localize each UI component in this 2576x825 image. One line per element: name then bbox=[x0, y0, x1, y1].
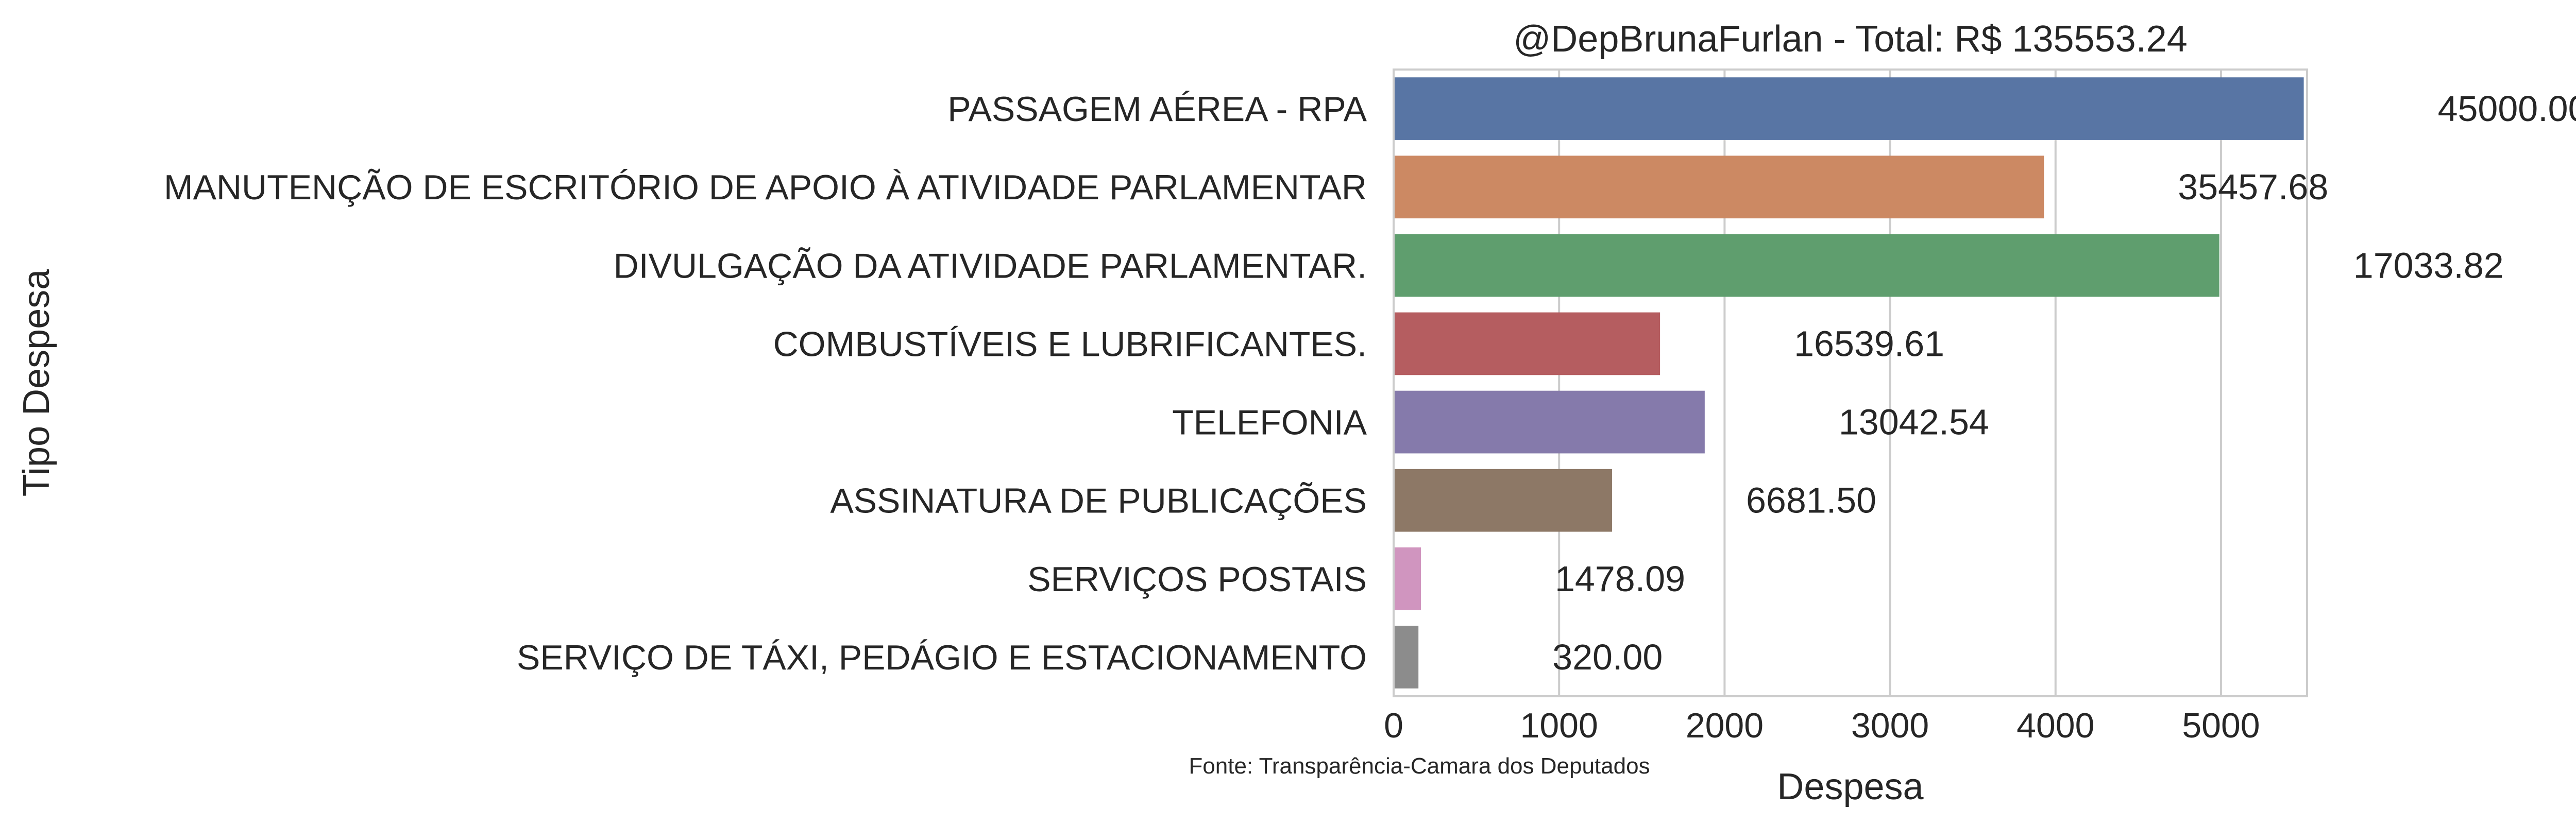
bar bbox=[1394, 77, 2304, 140]
bar-value-label: 320.00 bbox=[1552, 637, 1663, 677]
x-tick-label: 3000 bbox=[1851, 706, 1929, 745]
bar-value-label: 45000.00 bbox=[2438, 89, 2576, 129]
bar-value-label: 16539.61 bbox=[1794, 323, 1944, 364]
bar-value-label: 6681.50 bbox=[1746, 480, 1876, 521]
bar bbox=[1394, 626, 1419, 689]
bar bbox=[1394, 156, 2044, 219]
category-label: SERVIÇOS POSTAIS bbox=[1027, 560, 1367, 599]
plot-frame bbox=[1393, 68, 2308, 697]
bar bbox=[1394, 234, 2219, 297]
category-label: TELEFONIA bbox=[1172, 403, 1367, 442]
x-tick-label: 2000 bbox=[1686, 706, 1764, 745]
chart-title: @DepBrunaFurlan - Total: R$ 135553.24 bbox=[1513, 19, 2188, 60]
x-tick-label: 0 bbox=[1384, 706, 1403, 745]
category-label: PASSAGEM AÉREA - RPA bbox=[947, 90, 1367, 129]
x-axis-label: Despesa bbox=[1777, 766, 1924, 807]
bar-value-label: 1478.09 bbox=[1555, 559, 1685, 599]
bar-value-labels: 45000.00 35457.68 17033.82 16539.61 13042.54… bbox=[1552, 89, 2576, 677]
source-note: Fonte: Transparência-Camara dos Deputado… bbox=[1189, 753, 1650, 779]
category-label: COMBUSTÍVEIS E LUBRIFICANTES. bbox=[773, 324, 1367, 364]
bar bbox=[1394, 390, 1705, 454]
category-label: ASSINATURA DE PUBLICAÇÕES bbox=[830, 482, 1367, 521]
category-label: MANUTENÇÃO DE ESCRITÓRIO DE APOIO À ATIV… bbox=[164, 168, 1367, 207]
bar-value-label: 35457.68 bbox=[2178, 167, 2328, 207]
bar bbox=[1394, 547, 1421, 610]
x-tick-label: 4000 bbox=[2016, 706, 2094, 745]
category-labels: PASSAGEM AÉREA - RPA MANUTENÇÃO DE ESCRIT… bbox=[164, 90, 1367, 677]
y-axis-label: Tipo Despesa bbox=[16, 269, 57, 497]
category-label: DIVULGAÇÃO DA ATIVIDADE PARLAMENTAR. bbox=[614, 246, 1367, 285]
bar-value-label: 13042.54 bbox=[1839, 402, 1989, 442]
bars bbox=[1394, 77, 2304, 689]
x-tick-label: 1000 bbox=[1520, 706, 1598, 745]
bar-value-label: 17033.82 bbox=[2353, 245, 2504, 285]
x-tick-labels: 0 1000 2000 3000 4000 5000 bbox=[1384, 706, 2260, 745]
x-tick-label: 5000 bbox=[2182, 706, 2260, 745]
category-label: SERVIÇO DE TÁXI, PEDÁGIO E ESTACIONAMENT… bbox=[517, 638, 1367, 677]
bar bbox=[1394, 312, 1660, 375]
bar bbox=[1394, 469, 1612, 532]
